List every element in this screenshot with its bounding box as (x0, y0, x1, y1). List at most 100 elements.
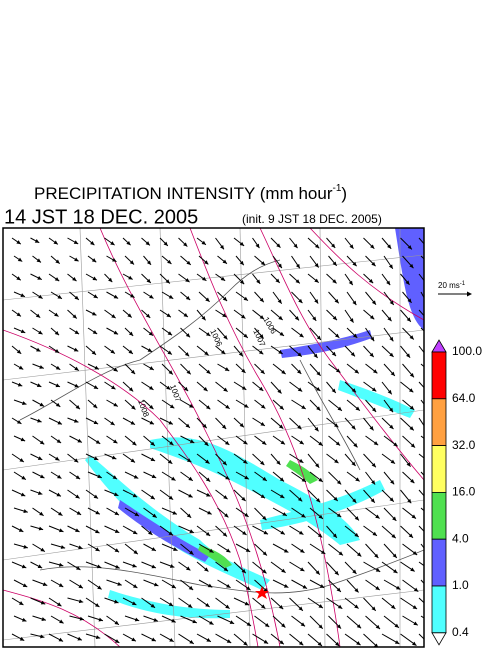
wind-arrow-head (428, 643, 432, 647)
wind-arrow-head (205, 459, 210, 464)
wind-arrow-head (152, 513, 157, 518)
colorbar-label: 16.0 (452, 485, 476, 499)
wind-arrow-head (313, 353, 318, 358)
wind-arrow-head (298, 606, 303, 611)
wind-arrow (420, 543, 424, 549)
wind-arrow-head (335, 641, 340, 647)
wind-arrow-head (281, 370, 286, 375)
wind-arrow-head (244, 475, 249, 480)
wind-arrow-head (371, 480, 376, 485)
wind-arrow-head (354, 369, 359, 374)
wind-arrow-head (132, 584, 138, 588)
wind-arrow (420, 327, 424, 332)
wind-arrow-head (297, 497, 303, 502)
wind-arrow-head (278, 315, 283, 321)
wind-arrow-head (223, 387, 228, 392)
wind-arrow-head (279, 494, 285, 499)
wind-arrow-head (301, 477, 307, 482)
wind-arrow-head (205, 477, 211, 482)
wind-arrow-head (319, 584, 325, 588)
wind-arrow-head (129, 260, 135, 265)
wind-arrow-head (371, 606, 376, 611)
wind-arrow-head (150, 457, 156, 461)
wind-arrow (420, 471, 424, 476)
wind-arrow-head (95, 529, 100, 534)
wind-arrow-head (427, 262, 431, 266)
wind-arrow-head (93, 385, 99, 389)
wind-arrow-head (241, 496, 246, 502)
wind-arrow-head (239, 423, 244, 428)
wind-arrow-head (244, 403, 249, 408)
wind-arrow-head (115, 564, 120, 569)
wind-arrow-head (388, 264, 393, 269)
wind-arrow-head (386, 280, 391, 286)
wind-arrow-head (188, 476, 193, 481)
wind-arrow-head (243, 459, 248, 464)
wind-arrow-head (370, 498, 375, 503)
wind-arrow-head (204, 567, 209, 572)
wind-arrow-head (262, 569, 267, 574)
wind-arrow-head (409, 426, 414, 431)
wind-arrow-head (220, 350, 226, 355)
wind-arrow-head (225, 475, 230, 480)
wind-arrow-head (167, 259, 172, 264)
wind-arrow-head (130, 369, 136, 375)
wind-arrow-head (260, 261, 266, 266)
precip-area (395, 228, 424, 330)
wind-arrow-head (38, 294, 43, 299)
wind-arrow-head (225, 604, 230, 609)
wind-arrow (418, 489, 424, 497)
wind-arrow-head (186, 458, 192, 463)
wind-arrow-head (243, 296, 248, 301)
wind-arrow-head (60, 545, 66, 549)
wind-arrow-head (150, 495, 155, 500)
wind-arrow-head (333, 496, 338, 502)
wind-arrow-head (224, 440, 230, 445)
wind-arrow-head (392, 516, 397, 521)
wind-arrow-head (40, 474, 45, 479)
wind-arrow-head (151, 637, 156, 642)
wind-arrow-head (186, 370, 191, 375)
wind-arrow-head (78, 599, 84, 604)
wind-arrow-head (224, 513, 229, 518)
wind-arrow-head (151, 547, 156, 551)
wind-arrow-head (97, 474, 102, 479)
wind-arrow-head (337, 406, 342, 411)
wind-arrow-head (279, 331, 284, 336)
wind-arrow-head (192, 619, 197, 624)
wind-arrow-head (332, 315, 337, 321)
wind-arrow-head (54, 330, 60, 336)
wind-arrow-head (369, 315, 375, 320)
wind-arrow-head (336, 587, 341, 592)
wind-arrow-head (315, 386, 321, 391)
wind-arrow-head (297, 352, 302, 357)
wind-arrow-head (169, 404, 175, 409)
wind-arrow-head (146, 278, 151, 283)
wind-arrow-head (75, 475, 81, 480)
wind-arrow-head (407, 245, 412, 250)
wind-arrow-head (134, 617, 140, 622)
wind-arrow-head (299, 440, 304, 445)
wind-arrow-head (58, 583, 64, 587)
wind-arrow-head (111, 455, 117, 460)
wind-arrow-head (314, 263, 319, 268)
wind-arrow-head (77, 636, 82, 641)
wind-arrow-head (389, 300, 394, 305)
wind-arrow-head (425, 355, 429, 359)
colorbar-top (431, 339, 447, 353)
wind-arrow-head (373, 441, 379, 446)
wind-arrow-head (201, 276, 207, 281)
wind-arrow-head (204, 351, 209, 356)
wind-arrow-head (38, 330, 43, 335)
wind-arrow-head (91, 350, 97, 355)
wind-arrow-head (74, 383, 79, 388)
wind-arrow-head (226, 639, 232, 643)
wind-arrow-head (39, 365, 44, 369)
wind-arrow-head (37, 276, 42, 280)
colorbar-label: 100.0 (452, 344, 482, 358)
wind-arrow-head (352, 498, 357, 503)
wind-arrow-head (410, 478, 415, 484)
wind-arrow-head (221, 424, 227, 429)
wind-arrow-head (133, 550, 138, 555)
wind-arrow-head (297, 387, 303, 392)
